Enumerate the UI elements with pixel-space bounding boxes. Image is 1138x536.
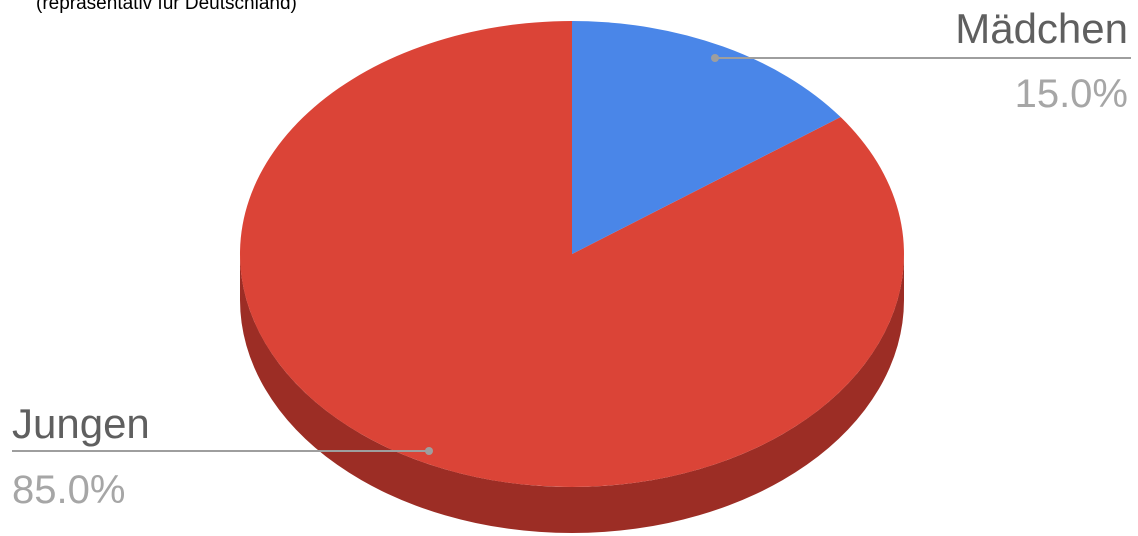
slice-jungen-side [240, 254, 904, 533]
chart-subtitle: (repräsentativ für Deutschland) [36, 0, 297, 14]
slice-label-maedchen: Mädchen [955, 5, 1128, 52]
slice-label-jungen: Jungen [12, 400, 150, 447]
leader-dot-jungen [425, 447, 433, 455]
slice-percent-maedchen: 15.0% [1014, 72, 1128, 116]
slice-maedchen [572, 21, 841, 254]
slice-jungen [239, 20, 904, 487]
slice-percent-jungen: 85.0% [12, 468, 126, 512]
leader-dot-maedchen [711, 54, 719, 62]
